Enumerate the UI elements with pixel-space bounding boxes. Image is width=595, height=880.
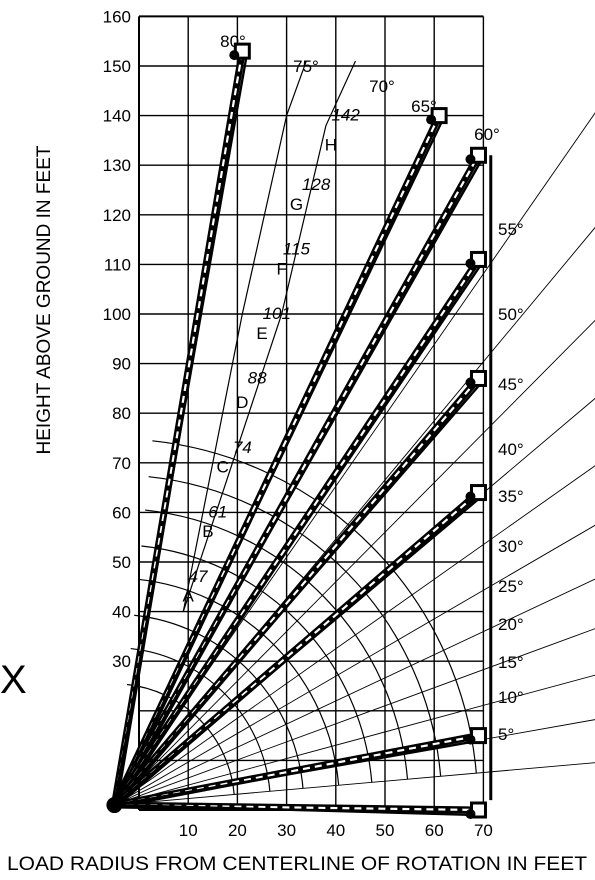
boom-length-arc: [152, 440, 477, 774]
boom-tip-hook: [465, 377, 476, 388]
boom-angle-label: 45°: [498, 375, 524, 394]
y-axis-title: HEIGHT ABOVE GROUND IN FEET: [34, 145, 55, 454]
y-tick-label: 130: [103, 156, 131, 175]
y-tick-label: 80: [112, 404, 131, 423]
boom-angle-label: 20°: [498, 615, 524, 634]
angle-ray: [114, 674, 595, 806]
zone-length-label: 47: [189, 567, 208, 586]
x-tick-label: 70: [474, 821, 493, 840]
boom-line-secondary: [113, 495, 483, 806]
y-tick-label: 100: [103, 305, 131, 324]
boom-line-secondary: [114, 803, 479, 817]
boom-angle-label: 75°: [293, 57, 319, 76]
boom-angle-label: 15°: [498, 653, 524, 672]
zone-band-right: [182, 60, 357, 612]
y-tick-label: 150: [103, 57, 131, 76]
angle-ray: [114, 628, 595, 806]
boom-length-arc: [141, 545, 373, 783]
x-tick-label: 20: [228, 821, 247, 840]
boom-line-secondary: [113, 117, 445, 806]
boom-angle-label: 55°: [498, 220, 524, 239]
zone-letter: G: [290, 195, 303, 214]
zone-letter: F: [276, 259, 286, 278]
angle-ray: [114, 465, 595, 806]
zone-length-label: 115: [283, 239, 311, 258]
boom-angle-label: 80°: [220, 32, 246, 51]
boom-tip-hook: [465, 154, 476, 165]
boom-angle-label: 60°: [474, 125, 500, 144]
boom-angle-label: 10°: [498, 688, 524, 707]
boom-length-arc: [137, 578, 340, 786]
boom-line-secondary: [113, 157, 484, 806]
angle-ray: [114, 762, 595, 806]
boom-tip-hook: [465, 258, 476, 269]
boom-tip-hook: [229, 50, 240, 61]
boom-pivot: [106, 797, 123, 814]
boom-length-arc: [126, 683, 235, 795]
x-tick-label: 10: [179, 821, 198, 840]
boom-angle-label: 25°: [498, 577, 524, 596]
y-tick-label: 140: [103, 107, 131, 126]
x-tick-label: 50: [376, 821, 395, 840]
boom-line-secondary: [113, 380, 484, 806]
x-axis-title: LOAD RADIUS FROM CENTERLINE OF ROTATION …: [7, 854, 587, 875]
zone-length-label: 128: [302, 175, 331, 194]
boom-angle-label: 70°: [369, 77, 395, 96]
zone-letter: B: [202, 522, 213, 541]
y-tick-label: 90: [112, 355, 131, 374]
boom-angle-label: 30°: [498, 537, 524, 556]
boom-line-inner: [113, 491, 480, 806]
boom-tip-hook: [465, 491, 476, 502]
x-tick-label: 60: [425, 821, 444, 840]
boom-line-inner: [113, 50, 244, 806]
side-mark: X: [0, 658, 27, 702]
boom-tip-hook: [465, 734, 476, 745]
y-tick-label: 70: [112, 454, 131, 473]
boom-length-arc: [130, 647, 271, 792]
angle-ray: [114, 524, 595, 806]
zone-band-left: [182, 60, 307, 612]
x-tick-label: 30: [277, 821, 296, 840]
boom-angle-label: 65°: [411, 97, 437, 116]
boom-tip-hook: [426, 114, 437, 125]
zone-length-label: 74: [233, 438, 252, 457]
y-tick-label: 30: [112, 652, 131, 671]
boom-angle-labels: 80° 75° 70° 65° 60° 55° 50° 45° 40° 35° 30° 25° 20° 1…: [220, 32, 524, 744]
zone-letter: A: [183, 587, 195, 606]
boom-angle-label: 40°: [498, 440, 524, 459]
zone-letter: C: [216, 458, 228, 477]
angle-ray: [114, 578, 595, 806]
working-range-zone-labels: 47 61 74 88 101 115 128 142 A B C D E F G H: [182, 60, 360, 612]
boom-length-arc: [134, 614, 304, 789]
boom-length-arc: [145, 509, 409, 780]
zone-letter: D: [236, 393, 248, 412]
boom-length-arcs: [126, 440, 477, 795]
zone-length-label: 142: [331, 106, 360, 125]
boom-angle-label: 5°: [498, 725, 514, 744]
y-tick-label: 160: [103, 7, 131, 26]
boom-length-arc: [148, 476, 442, 777]
y-tick-label: 60: [112, 503, 131, 522]
boom-line-secondary: [114, 739, 480, 807]
boom-line-inner: [113, 377, 480, 806]
zone-length-label: 101: [263, 304, 291, 323]
zone-length-label: 61: [208, 502, 227, 521]
x-tick-label: 40: [326, 821, 345, 840]
y-tick-label: 40: [112, 603, 131, 622]
boom-lines: [106, 42, 487, 819]
zone-length-label: 88: [248, 368, 267, 387]
boom-line-secondary: [113, 51, 249, 806]
boom-tip-hook: [465, 809, 476, 819]
boom-angle-label: 35°: [498, 487, 524, 506]
boom-angle-label: 50°: [498, 305, 524, 324]
zone-letter: H: [325, 135, 337, 154]
y-tick-label: 50: [112, 553, 131, 572]
angle-ray: [114, 319, 595, 806]
zone-letter: E: [256, 324, 267, 343]
y-tick-label: 120: [103, 206, 131, 225]
boom-line-secondary: [113, 261, 484, 806]
y-tick-label: 110: [104, 255, 131, 274]
tick-labels: 10 20 30 40 50 60 70 30 40 50 60 70 80 90 100 110 120 130…: [103, 7, 493, 840]
